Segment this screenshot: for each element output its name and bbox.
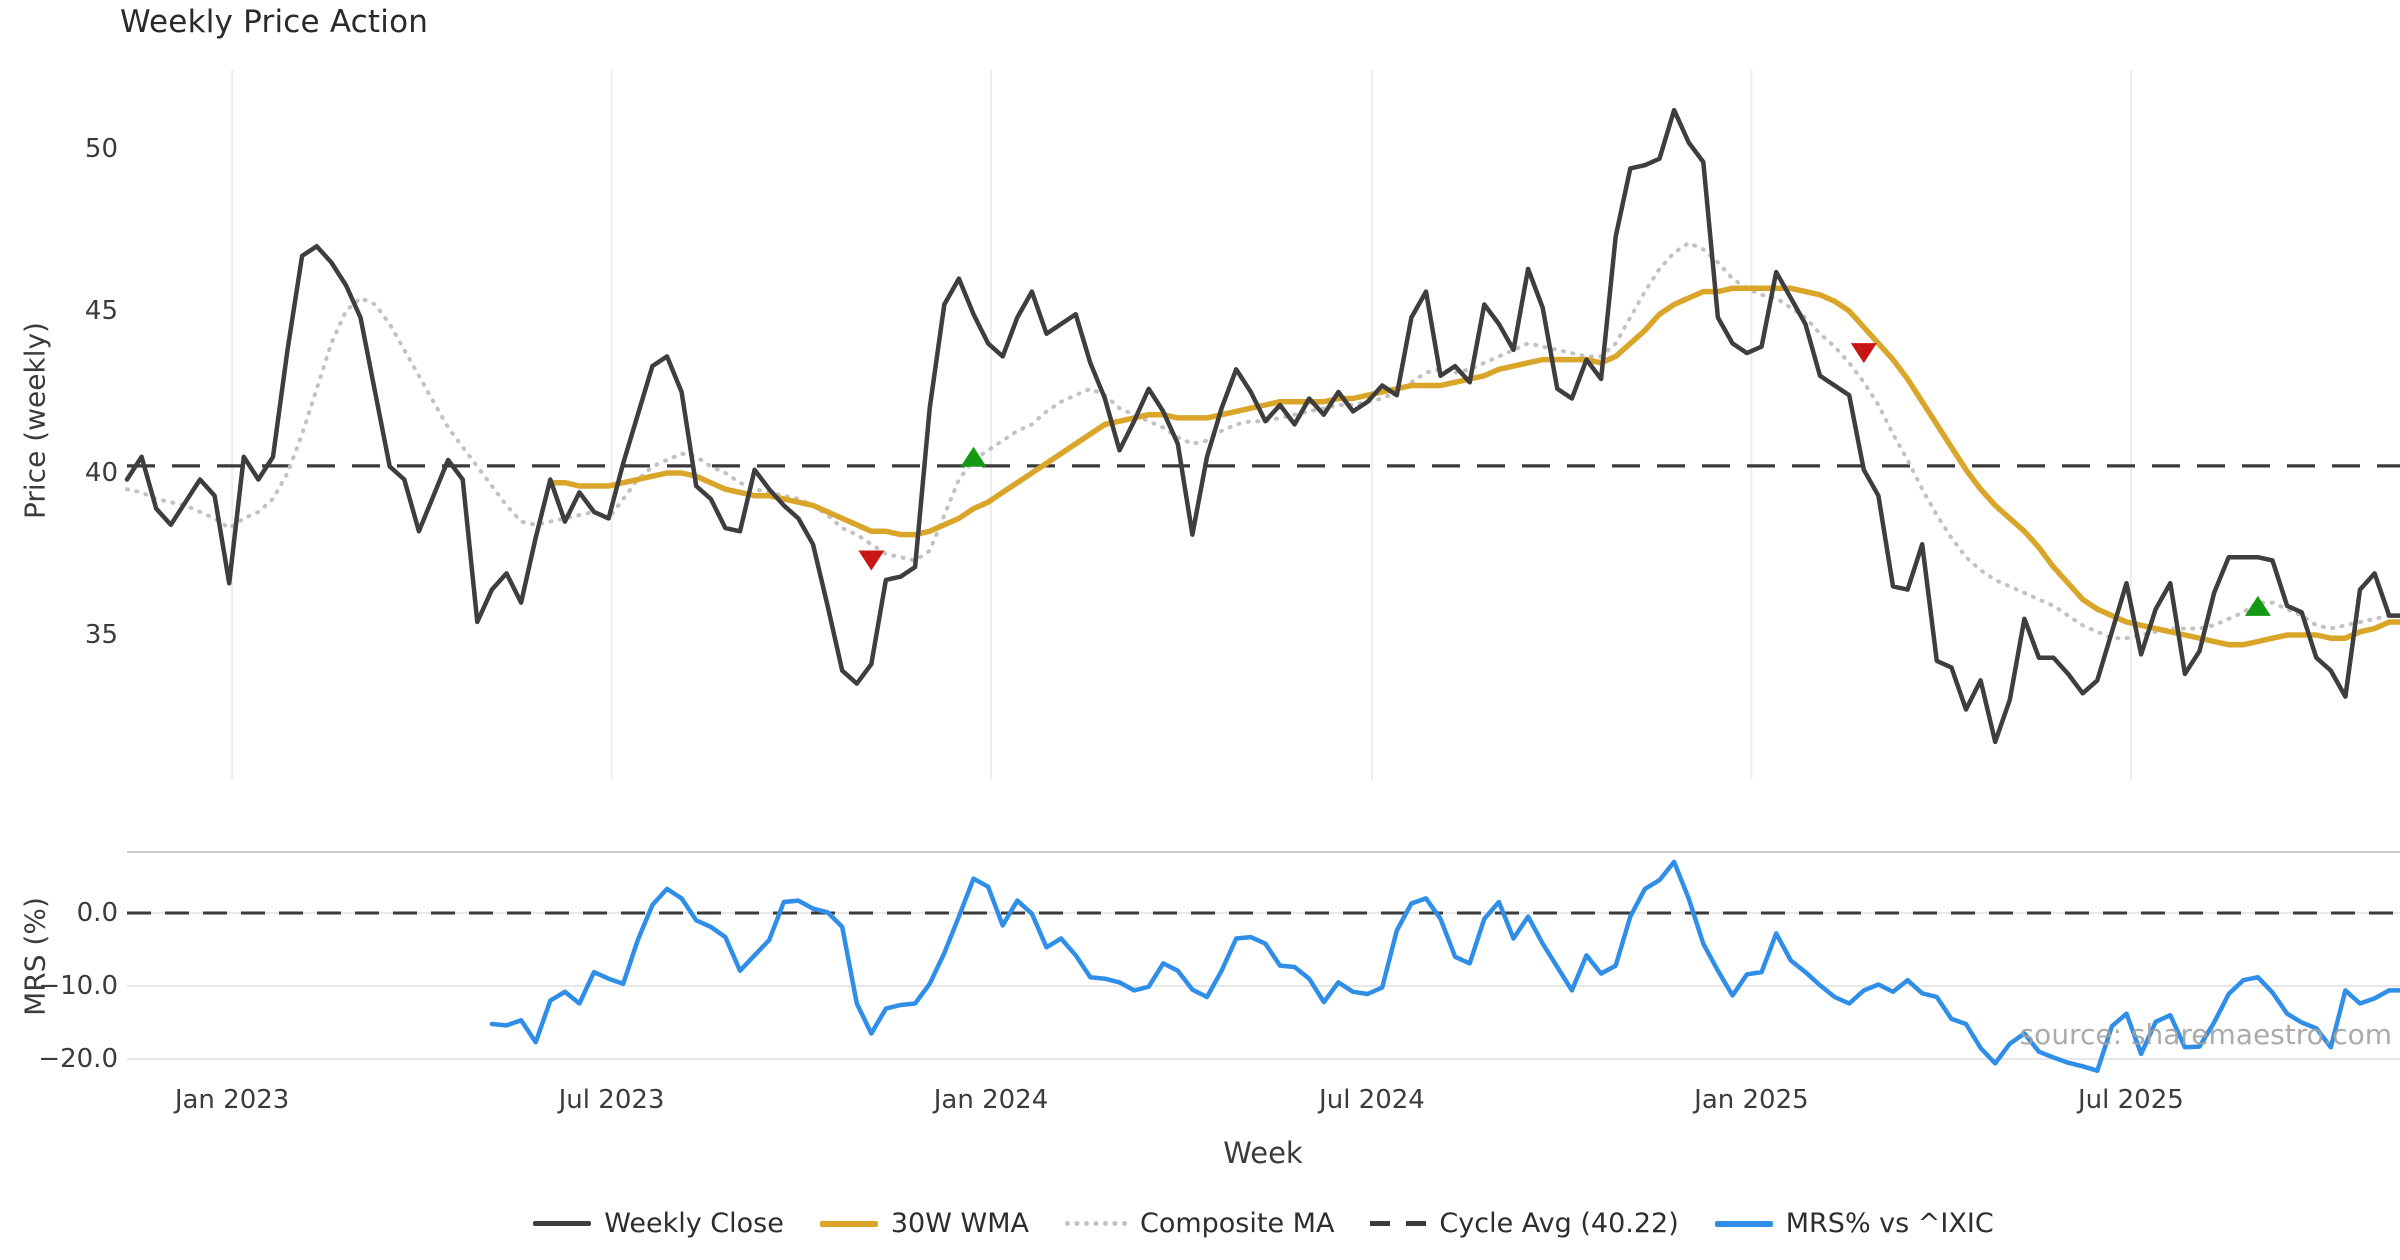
weekly-close-line-icon <box>533 1221 592 1226</box>
price-tick-label: 45 <box>84 296 118 326</box>
cycle-avg-dashed-line-icon <box>1370 1221 1427 1226</box>
watermark: source: sharemaestro.com <box>2019 1018 2392 1051</box>
composite-dotted-line-icon <box>1064 1221 1127 1226</box>
x-tick-label: Jul 2024 <box>1319 1085 1425 1115</box>
week-axis-label: Week <box>1223 1136 1303 1170</box>
price-tick-label: 40 <box>84 458 118 488</box>
legend: Weekly Close 30W WMA Composite MA Cycle … <box>127 1208 2400 1239</box>
x-tick-label: Jan 2025 <box>1694 1085 1809 1115</box>
mrs-tick-label: −20.0 <box>38 1044 118 1074</box>
chart-title: Weekly Price Action <box>120 4 429 40</box>
legend-item-mrs: MRS% vs ^IXIC <box>1714 1208 1994 1239</box>
buy-signal-triangle-icon <box>2244 595 2271 616</box>
mrs-line-icon <box>1714 1220 1773 1227</box>
legend-label: MRS% vs ^IXIC <box>1785 1208 1994 1239</box>
legend-label: 30W WMA <box>890 1208 1029 1239</box>
x-tick-label: Jan 2023 <box>174 1085 290 1115</box>
mrs-line <box>489 859 2400 1073</box>
sell-signal-triangle-icon <box>1850 343 1877 364</box>
legend-item-weekly-close: Weekly Close <box>533 1208 784 1239</box>
wma-line-icon <box>819 1220 878 1227</box>
sell-signal-triangle-icon <box>858 550 885 571</box>
wma-30w-line <box>547 285 2400 648</box>
legend-item-30w-wma: 30W WMA <box>819 1208 1029 1239</box>
composite-ma-line <box>125 241 2400 641</box>
x-tick-label: Jul 2025 <box>2077 1085 2184 1115</box>
mrs-tick-label: −10.0 <box>38 971 118 1001</box>
price-tick-label: 50 <box>84 134 118 164</box>
legend-item-cycle-avg: Cycle Avg (40.22) <box>1370 1208 1679 1239</box>
weekly-close-line <box>124 107 2400 745</box>
price-tick-label: 35 <box>84 620 118 650</box>
buy-signal-triangle-icon <box>960 446 987 467</box>
mrs-tick-label: 0.0 <box>76 898 118 928</box>
x-tick-label: Jul 2023 <box>558 1085 665 1115</box>
x-tick-label: Jan 2024 <box>933 1085 1049 1115</box>
legend-label: Composite MA <box>1139 1208 1335 1239</box>
legend-item-composite-ma: Composite MA <box>1064 1208 1335 1239</box>
legend-label: Cycle Avg (40.22) <box>1439 1208 1679 1239</box>
legend-label: Weekly Close <box>604 1208 784 1239</box>
